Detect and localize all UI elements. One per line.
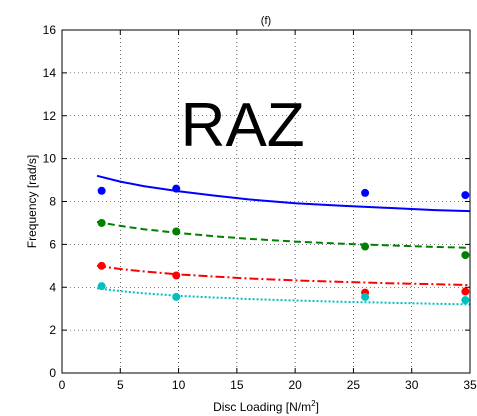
series-1-fit-line <box>96 174 471 213</box>
series-2-fit-line <box>96 220 471 249</box>
series-2-point <box>172 227 181 236</box>
x-axis-label-main: Disc Loading [N/m <box>213 400 311 414</box>
y-axis-label: Frequency [rad/s] <box>25 155 39 248</box>
series-3 <box>96 261 471 297</box>
x-axis-label-end: ] <box>316 400 319 414</box>
x-tick-label: 25 <box>347 378 361 392</box>
series-4 <box>96 282 471 306</box>
y-tick-label: 2 <box>49 323 56 337</box>
x-axis-label-sup: 2 <box>311 399 316 408</box>
series-1-point <box>172 184 181 193</box>
y-tick-label: 6 <box>49 237 56 251</box>
series-layer <box>96 174 471 306</box>
series-3-point <box>97 261 106 270</box>
chart-title: (f) <box>261 15 271 27</box>
x-tick-label: 5 <box>117 378 124 392</box>
series-1 <box>96 174 471 213</box>
series-2-point <box>97 218 106 227</box>
y-tick-label: 10 <box>43 152 57 166</box>
y-tick-label: 14 <box>43 66 57 80</box>
series-2-point <box>461 251 470 260</box>
series-4-point <box>461 296 470 305</box>
x-tick-label: 0 <box>59 378 66 392</box>
series-2-point <box>361 242 370 251</box>
series-3-point <box>461 287 470 296</box>
y-tick-label: 12 <box>43 109 57 123</box>
x-tick-label: 35 <box>463 378 477 392</box>
series-4-point <box>172 292 181 301</box>
y-tick-label: 8 <box>49 195 56 209</box>
series-4-point <box>361 292 370 301</box>
x-tick-label: 30 <box>405 378 419 392</box>
x-tick-label: 20 <box>288 378 302 392</box>
x-tick-label: 15 <box>230 378 244 392</box>
series-3-fit-line <box>96 264 471 287</box>
tick-labels: 0 5 10 15 20 25 30 35 0 2 4 6 8 10 12 14 16 <box>43 23 477 392</box>
plot-frame <box>61 29 471 374</box>
grid <box>62 30 470 373</box>
series-2 <box>96 218 471 260</box>
x-tick-label: 10 <box>172 378 186 392</box>
annotation-text: RAZ <box>181 91 305 160</box>
series-1-point <box>361 188 370 197</box>
x-axis-label: Disc Loading [N/m2] <box>213 399 319 414</box>
series-1-point <box>461 191 470 200</box>
y-tick-label: 0 <box>49 366 56 380</box>
series-4-point <box>97 282 106 291</box>
series-1-point <box>97 186 106 195</box>
y-tick-label: 4 <box>49 280 56 294</box>
y-tick-label: 16 <box>43 23 57 37</box>
series-3-point <box>172 271 181 280</box>
